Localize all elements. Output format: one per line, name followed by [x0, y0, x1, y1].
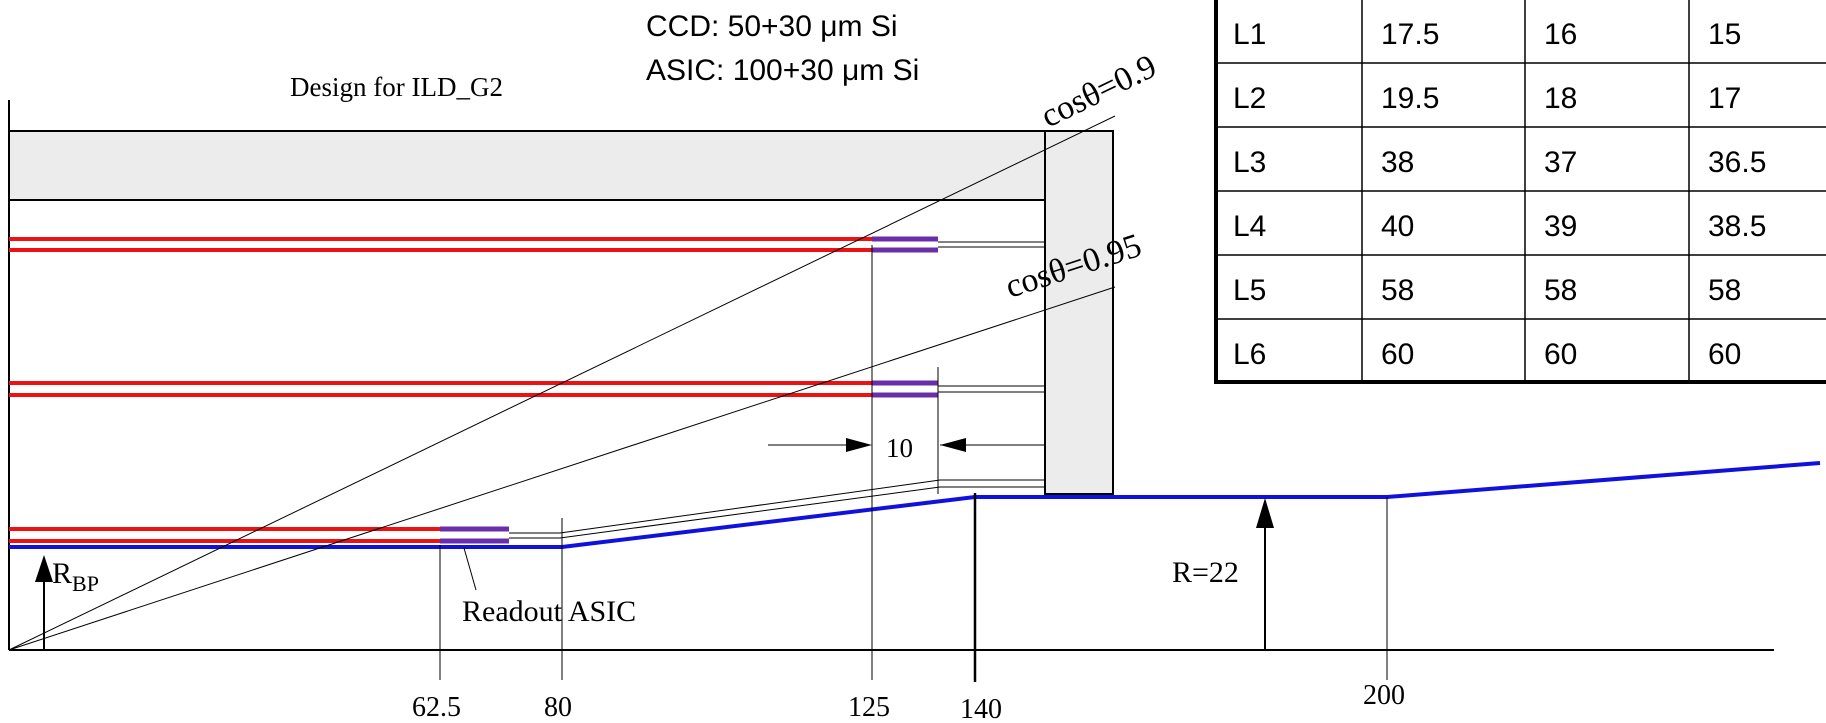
table-layer-cell: L4 — [1233, 210, 1266, 243]
rbp-subscript: BP — [72, 571, 99, 596]
table-value-cell: 38.5 — [1708, 210, 1766, 243]
gap-label: 10 — [886, 433, 913, 463]
readout-asic-label: Readout ASIC — [462, 595, 636, 628]
acceptance-line-cos095 — [8, 286, 1116, 651]
table-value-cell: 58 — [1708, 274, 1741, 307]
table-layer-cell: L6 — [1233, 338, 1266, 371]
r22-label: R=22 — [1172, 556, 1239, 589]
ladder-pair-inner — [9, 479, 1045, 544]
table-value-cell: 38 — [1381, 146, 1414, 179]
table-value-cell: 58 — [1381, 274, 1414, 307]
table-value-cell: 16 — [1544, 18, 1577, 51]
ccd-spec: CCD: 50+30 μm Si — [646, 10, 898, 43]
layer-radius-table: L1 17.5 16 15 L2 19.5 18 17 L3 38 37 36.5 L4 40 39 38.5… — [1214, 0, 1826, 384]
cable-line — [509, 486, 1045, 539]
table-value-cell: 17.5 — [1381, 18, 1439, 51]
table-value-cell: 60 — [1544, 338, 1577, 371]
svg-text:RBP: RBP — [52, 557, 99, 596]
table-layer-cell: L2 — [1233, 82, 1266, 115]
gap-dimension: 10 — [768, 433, 1045, 463]
r22-arrow: R=22 — [1172, 498, 1274, 650]
tick-200: 200 — [1363, 680, 1405, 711]
rbp-arrow: RBP — [35, 555, 99, 650]
table-value-cell: 18 — [1544, 82, 1577, 115]
table-value-cell: 39 — [1544, 210, 1577, 243]
table-value-cell: 37 — [1544, 146, 1577, 179]
tick-80: 80 — [544, 692, 572, 723]
readout-leader-line — [463, 547, 477, 591]
end-plate — [1044, 130, 1114, 495]
tick-125: 125 — [848, 692, 890, 723]
table-value-cell: 19.5 — [1381, 82, 1439, 115]
table-layer-cell: L1 — [1233, 18, 1266, 51]
table-value-cell: 60 — [1381, 338, 1414, 371]
acceptance-line-cos09 — [8, 115, 1116, 651]
diagram-title: Design for ILD_G2 — [290, 72, 503, 102]
asic-spec: ASIC: 100+30 μm Si — [646, 54, 919, 87]
cable-line — [509, 479, 1045, 534]
outer-support-shell — [8, 130, 1046, 201]
table-value-cell: 58 — [1544, 274, 1577, 307]
table-value-cell: 17 — [1708, 82, 1741, 115]
table-layer-cell: L3 — [1233, 146, 1266, 179]
table-value-cell: 36.5 — [1708, 146, 1766, 179]
cos09-label: cosθ=0.9 — [1035, 48, 1162, 135]
table-value-cell: 60 — [1708, 338, 1741, 371]
rbp-label: R — [52, 557, 72, 590]
tick-140: 140 — [960, 694, 1002, 723]
table-value-cell: 15 — [1708, 18, 1741, 51]
tick-62-5: 62.5 — [412, 692, 461, 723]
ladder-pair-outer — [9, 236, 1045, 253]
ladder-pair-middle — [9, 380, 1045, 398]
beam-pipe — [9, 461, 1821, 549]
table-value-cell: 40 — [1381, 210, 1414, 243]
table-layer-cell: L5 — [1233, 274, 1266, 307]
